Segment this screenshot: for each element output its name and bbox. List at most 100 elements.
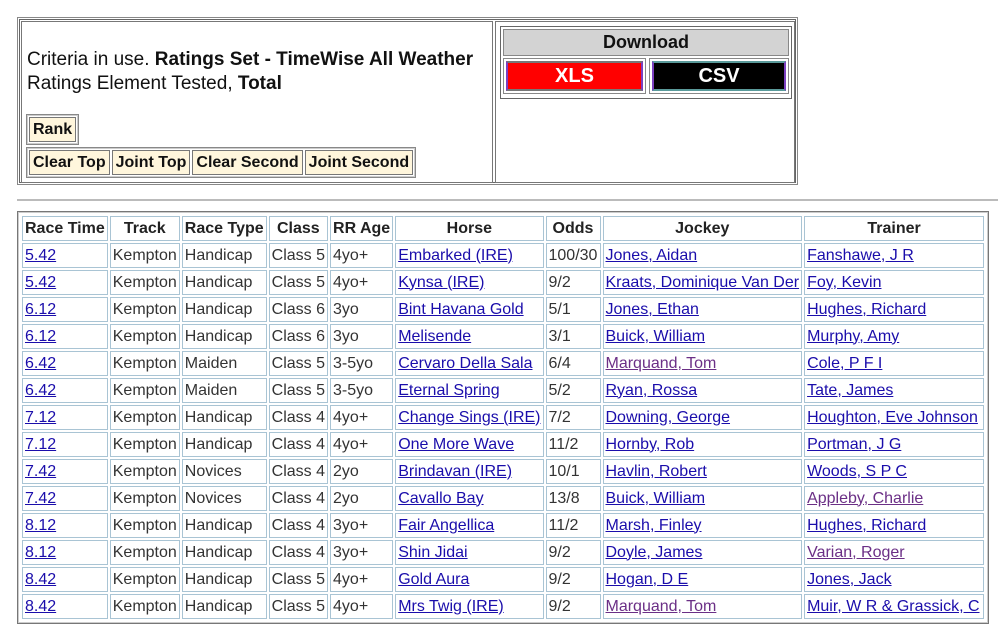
cell-race-type: Handicap <box>181 405 267 430</box>
cell-class: Class 5 <box>268 270 329 295</box>
race-time-link[interactable]: 7.42 <box>25 462 57 480</box>
cell-trainer: Hughes, Richard <box>804 513 985 538</box>
race-time-link[interactable]: 6.42 <box>25 381 57 399</box>
trainer-link[interactable]: Murphy, Amy <box>807 327 900 345</box>
header-rr-age: RR Age <box>330 216 394 241</box>
cell-rr-age: 4yo+ <box>330 405 394 430</box>
joint-second-button[interactable]: Joint Second <box>304 150 414 175</box>
jockey-link[interactable]: Ryan, Rossa <box>605 381 698 399</box>
cell-trainer: Murphy, Amy <box>804 324 985 349</box>
horse-link[interactable]: Change Sings (IRE) <box>398 408 541 426</box>
xls-button[interactable]: XLS <box>506 61 643 91</box>
horse-link[interactable]: Shin Jidai <box>398 543 468 561</box>
trainer-link[interactable]: Portman, J G <box>807 435 902 453</box>
cell-horse: Mrs Twig (IRE) <box>395 594 544 619</box>
cell-horse: Brindavan (IRE) <box>395 459 544 484</box>
trainer-link[interactable]: Cole, P F I <box>807 354 883 372</box>
race-time-link[interactable]: 7.42 <box>25 489 57 507</box>
race-time-link[interactable]: 8.12 <box>25 543 57 561</box>
rank-button[interactable]: Rank <box>29 117 77 142</box>
horse-link[interactable]: Gold Aura <box>398 570 470 588</box>
horse-link[interactable]: One More Wave <box>398 435 515 453</box>
horse-link[interactable]: Eternal Spring <box>398 381 500 399</box>
race-time-link[interactable]: 5.42 <box>25 273 57 291</box>
rank-group: Rank <box>26 114 80 145</box>
jockey-link[interactable]: Hornby, Rob <box>605 435 695 453</box>
trainer-link[interactable]: Fanshawe, J R <box>807 246 914 264</box>
horse-link[interactable]: Bint Havana Gold <box>398 300 524 318</box>
cell-class: Class 4 <box>268 405 329 430</box>
clear-second-button[interactable]: Clear Second <box>192 150 303 175</box>
cell-rr-age: 3yo <box>330 324 394 349</box>
horse-link[interactable]: Kynsa (IRE) <box>398 273 485 291</box>
jockey-link[interactable]: Doyle, James <box>605 543 703 561</box>
jockey-link[interactable]: Havlin, Robert <box>605 462 707 480</box>
trainer-link[interactable]: Appleby, Charlie <box>807 489 924 507</box>
cell-jockey: Marquand, Tom <box>602 351 803 376</box>
cell-race-type: Maiden <box>181 351 267 376</box>
cell-trainer: Fanshawe, J R <box>804 243 985 268</box>
race-time-link[interactable]: 8.12 <box>25 516 57 534</box>
trainer-link[interactable]: Hughes, Richard <box>807 516 927 534</box>
ratings-set: Ratings Set - TimeWise All Weather <box>154 49 474 70</box>
horse-link[interactable]: Mrs Twig (IRE) <box>398 597 504 615</box>
race-time-link[interactable]: 6.42 <box>25 354 57 372</box>
race-time-link[interactable]: 5.42 <box>25 246 57 264</box>
cell-race-type: Handicap <box>181 513 267 538</box>
clear-top-button[interactable]: Clear Top <box>29 150 110 175</box>
cell-trainer: Hughes, Richard <box>804 297 985 322</box>
download-panel: Download XLS CSV <box>500 26 792 99</box>
jockey-link[interactable]: Downing, George <box>605 408 731 426</box>
jockey-link[interactable]: Marquand, Tom <box>605 597 717 615</box>
cell-horse: Gold Aura <box>395 567 544 592</box>
horse-link[interactable]: Embarked (IRE) <box>398 246 513 264</box>
jockey-link[interactable]: Hogan, D E <box>605 570 689 588</box>
download-cell: Download XLS CSV <box>495 21 795 183</box>
cell-class: Class 6 <box>268 297 329 322</box>
race-time-link[interactable]: 6.12 <box>25 300 57 318</box>
jockey-link[interactable]: Jones, Aidan <box>605 246 698 264</box>
jockey-link[interactable]: Jones, Ethan <box>605 300 699 318</box>
jockey-link[interactable]: Buick, William <box>605 489 706 507</box>
joint-top-button[interactable]: Joint Top <box>111 150 191 175</box>
race-time-link[interactable]: 6.12 <box>25 327 57 345</box>
cell-jockey: Doyle, James <box>602 540 803 565</box>
cell-track: Kempton <box>109 324 180 349</box>
cell-jockey: Hogan, D E <box>602 567 803 592</box>
jockey-link[interactable]: Marsh, Finley <box>605 516 702 534</box>
race-time-link[interactable]: 7.12 <box>25 408 57 426</box>
cell-jockey: Ryan, Rossa <box>602 378 803 403</box>
horse-link[interactable]: Brindavan (IRE) <box>398 462 513 480</box>
trainer-link[interactable]: Foy, Kevin <box>807 273 882 291</box>
horse-link[interactable]: Cavallo Bay <box>398 489 484 507</box>
race-time-link[interactable]: 8.42 <box>25 597 57 615</box>
horse-link[interactable]: Fair Angellica <box>398 516 495 534</box>
table-body: 5.42 Kempton Handicap Class 5 4yo+ Embarked (… <box>22 243 985 619</box>
trainer-link[interactable]: Muir, W R & Grassick, C <box>807 597 980 615</box>
trainer-link[interactable]: Houghton, Eve Johnson <box>807 408 978 426</box>
horse-link[interactable]: Melisende <box>398 327 472 345</box>
jockey-link[interactable]: Marquand, Tom <box>605 354 717 372</box>
cell-track: Kempton <box>109 297 180 322</box>
trainer-link[interactable]: Jones, Jack <box>807 570 892 588</box>
trainer-link[interactable]: Hughes, Richard <box>807 300 927 318</box>
jockey-link[interactable]: Kraats, Dominique Van Der <box>605 273 800 291</box>
trainer-link[interactable]: Woods, S P C <box>807 462 907 480</box>
results-table: Race Time Track Race Type Class RR Age Horse O… <box>20 214 986 621</box>
cell-horse: Change Sings (IRE) <box>395 405 544 430</box>
cell-odds: 9/2 <box>545 540 601 565</box>
horse-link[interactable]: Cervaro Della Sala <box>398 354 533 372</box>
cell-horse: Kynsa (IRE) <box>395 270 544 295</box>
race-time-link[interactable]: 7.12 <box>25 435 57 453</box>
trainer-link[interactable]: Tate, James <box>807 381 894 399</box>
cell-horse: One More Wave <box>395 432 544 457</box>
trainer-link[interactable]: Varian, Roger <box>807 543 905 561</box>
race-time-link[interactable]: 8.42 <box>25 570 57 588</box>
cell-rr-age: 4yo+ <box>330 432 394 457</box>
criteria-text: Criteria in use. Ratings Set - TimeWise … <box>27 48 473 96</box>
cell-class: Class 4 <box>268 486 329 511</box>
cell-odds: 9/2 <box>545 270 601 295</box>
cell-race-type: Handicap <box>181 297 267 322</box>
csv-button[interactable]: CSV <box>652 61 786 91</box>
jockey-link[interactable]: Buick, William <box>605 327 706 345</box>
